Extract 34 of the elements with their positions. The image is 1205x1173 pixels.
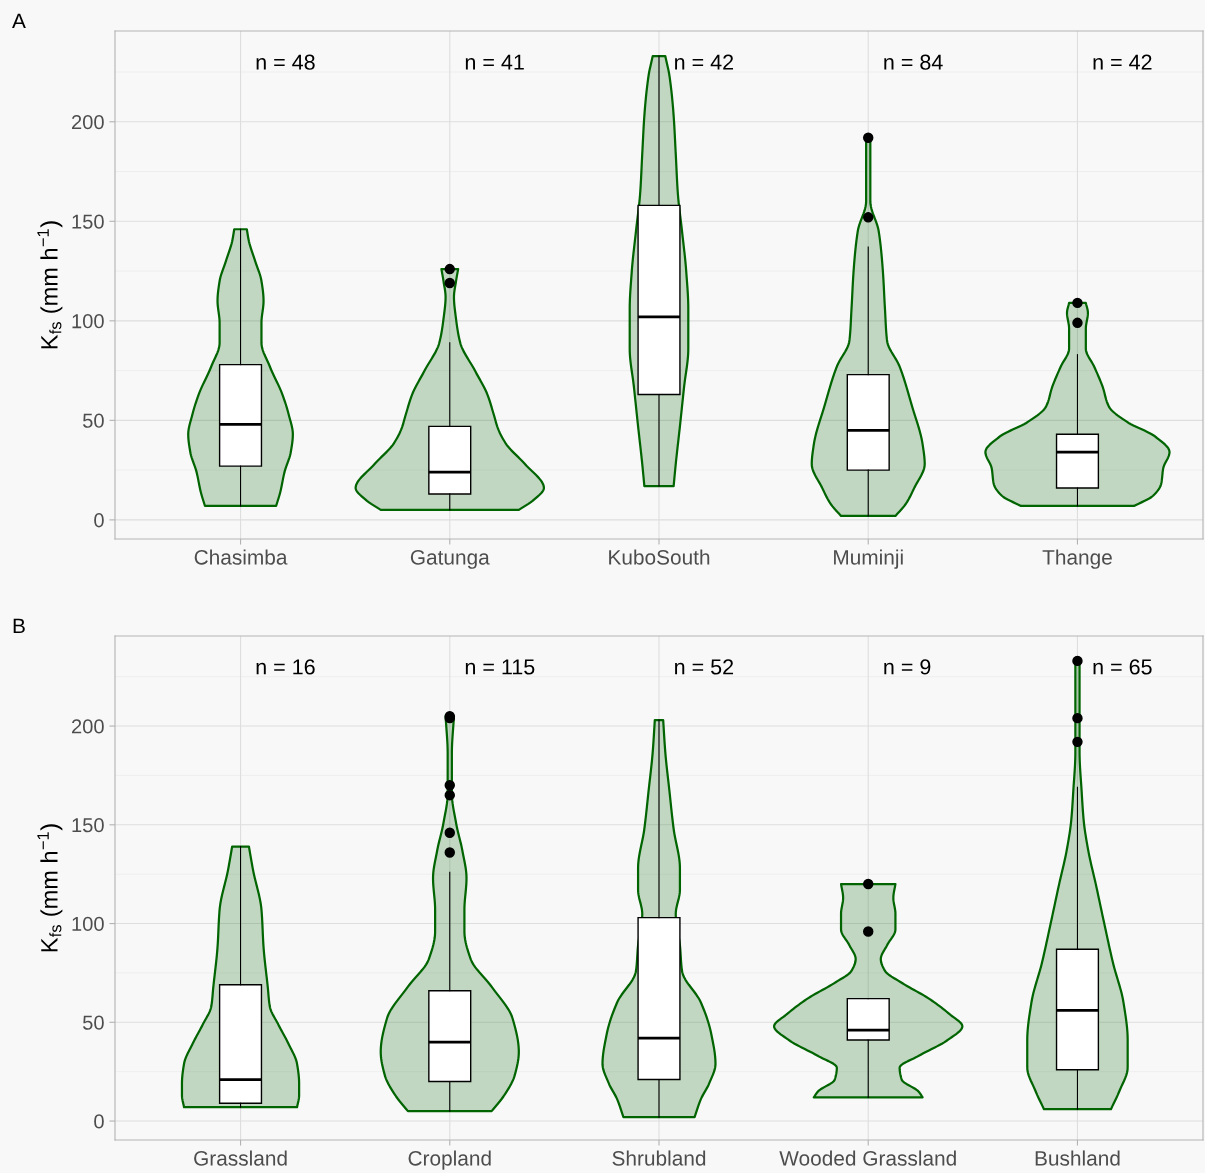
y-tick-label: 150 xyxy=(72,214,104,229)
annotation: n = 84 xyxy=(884,54,943,70)
annotation: n = 48 xyxy=(256,54,315,70)
x-tick-label: KuboSouth xyxy=(609,549,710,565)
x-tick-label: Muminji xyxy=(834,549,903,569)
y-tick-label: 50 xyxy=(82,1015,104,1030)
chart-title: A xyxy=(12,13,26,29)
y-tick-label: 50 xyxy=(82,413,104,428)
y-tick-label: 0 xyxy=(94,513,104,528)
y-axis-title: K$_{fs}$ (mm h$^{−1}$) xyxy=(37,824,63,952)
chart-title: B xyxy=(13,618,25,634)
x-tick-label: Cropland xyxy=(408,1150,491,1170)
x-tick-label: Bushland xyxy=(1035,1150,1120,1166)
x-tick-label: Gatunga xyxy=(410,549,490,569)
x-tick-label: Grassland xyxy=(194,1150,287,1166)
annotation: n = 42 xyxy=(675,54,734,70)
y-tick-label: 150 xyxy=(72,818,104,833)
x-tick-label: Wooded Grassland xyxy=(779,1150,956,1166)
y-tick-label: 0 xyxy=(94,1114,104,1129)
y-axis-title: K$_{fs}$ (mm h$^{−1}$) xyxy=(37,221,63,349)
annotation: n = 42 xyxy=(1093,54,1152,70)
y-tick-label: 100 xyxy=(72,314,104,329)
annotation: n = 9 xyxy=(884,659,931,675)
y-tick-label: 100 xyxy=(72,916,104,932)
annotation: n = 52 xyxy=(675,659,734,675)
x-tick-label: Shrubland xyxy=(612,1150,706,1166)
annotation: n = 115 xyxy=(465,659,535,675)
x-tick-label: Chasimba xyxy=(194,549,288,565)
annotation: n = 16 xyxy=(256,659,315,675)
y-tick-label: 200 xyxy=(72,719,104,734)
annotation: n = 41 xyxy=(465,54,524,70)
x-tick-label: Thange xyxy=(1042,549,1112,569)
y-tick-label: 200 xyxy=(72,115,104,130)
annotation: n = 65 xyxy=(1093,659,1152,675)
